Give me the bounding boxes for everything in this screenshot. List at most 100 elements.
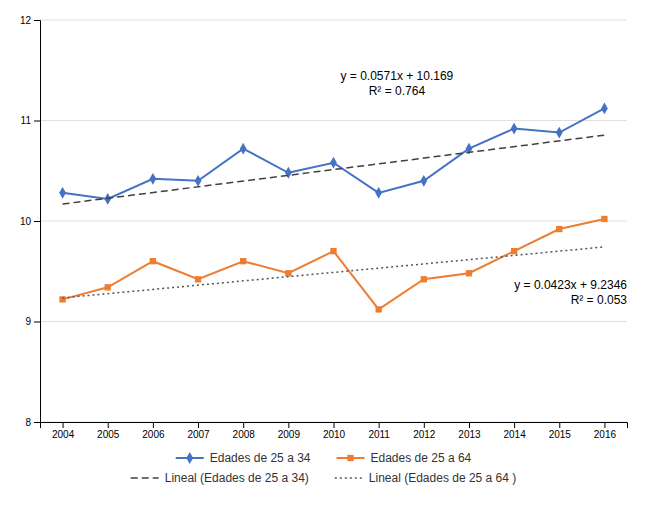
tick-label: 2013 xyxy=(458,429,481,440)
tick: 2008 xyxy=(233,422,256,440)
marker xyxy=(285,167,292,179)
legend-marker xyxy=(347,455,353,461)
marker xyxy=(330,157,337,169)
tick: 9 xyxy=(25,316,40,327)
tick-label: 2015 xyxy=(549,429,572,440)
tick: 12 xyxy=(20,15,40,26)
tick-label: 2006 xyxy=(142,429,165,440)
tick-mark xyxy=(559,422,560,428)
tick: 11 xyxy=(21,115,40,126)
tick-mark xyxy=(34,422,40,423)
legend-marker xyxy=(186,452,193,464)
tick: 2016 xyxy=(594,422,617,440)
chart: 2004200520062007200820092010201120122013… xyxy=(0,0,647,507)
legend-item: Lineal (Edades de 25 a 34) xyxy=(131,471,309,485)
marker xyxy=(149,173,156,185)
marker xyxy=(285,270,291,276)
tick-label: 2014 xyxy=(503,429,526,440)
marker xyxy=(330,248,336,254)
grid-line xyxy=(40,20,627,21)
tick-label: 2008 xyxy=(233,429,256,440)
tick-mark xyxy=(379,422,380,428)
legend-label: Lineal (Edades de 25 a 64 ) xyxy=(369,471,516,485)
tick: 2006 xyxy=(142,422,165,440)
tick: 2014 xyxy=(503,422,526,440)
marker xyxy=(601,216,607,222)
marker xyxy=(420,175,427,187)
tick-mark xyxy=(34,20,40,21)
legend-swatch xyxy=(335,477,363,479)
tick-mark xyxy=(108,422,109,428)
tick-mark xyxy=(469,422,470,428)
marker xyxy=(150,258,156,264)
tick-mark xyxy=(198,422,199,428)
annotation-text: R² = 0.764 xyxy=(369,84,426,98)
legend-label: Lineal (Edades de 25 a 34) xyxy=(165,471,309,485)
series-line xyxy=(63,108,605,198)
tick-mark xyxy=(424,422,425,428)
tick-mark xyxy=(34,221,40,222)
tick: 2015 xyxy=(549,422,572,440)
legend-label: Edades de 25 a 34 xyxy=(210,451,311,465)
marker xyxy=(59,187,66,199)
tick-label: 2004 xyxy=(52,429,75,440)
legend-row: Lineal (Edades de 25 a 34) Lineal (Edades… xyxy=(131,471,517,485)
marker xyxy=(511,123,518,135)
marker xyxy=(195,276,201,282)
tick: 2009 xyxy=(278,422,301,440)
legend-label: Edades de 25 a 64 xyxy=(371,451,472,465)
trend-line xyxy=(63,135,605,204)
grid xyxy=(40,20,627,422)
tick-mark xyxy=(153,422,154,428)
series xyxy=(59,103,608,205)
annotation-text: R² = 0.053 xyxy=(571,293,628,307)
tick: 2010 xyxy=(323,422,346,440)
marker xyxy=(105,284,111,290)
series xyxy=(63,135,605,204)
tick: 2007 xyxy=(187,422,210,440)
legend-item: Edades de 25 a 64 xyxy=(337,451,472,465)
axis-line xyxy=(34,21,41,423)
tick-label: 12 xyxy=(20,15,32,26)
tick: 2004 xyxy=(52,422,75,440)
tick-label: 9 xyxy=(25,316,31,327)
tick-label: 2005 xyxy=(97,429,120,440)
marker xyxy=(421,276,427,282)
tick: 2011 xyxy=(368,422,390,440)
tick-mark xyxy=(288,422,289,428)
legend-swatch xyxy=(131,477,159,479)
series-line xyxy=(63,219,605,309)
tick-label: 10 xyxy=(20,216,32,227)
axis-line xyxy=(41,423,628,429)
tick-mark xyxy=(34,121,40,122)
annotation: y = 0.0423x + 9.2346R² = 0.053 xyxy=(514,278,627,307)
tick-mark xyxy=(63,422,64,428)
tick-mark xyxy=(604,422,605,428)
legend-row: Edades de 25 a 34 Edades de 25 a 64 xyxy=(176,451,472,465)
grid-line xyxy=(40,120,627,121)
tick-mark xyxy=(514,422,515,428)
annotation-text: y = 0.0423x + 9.2346 xyxy=(514,278,627,292)
tick-label: 11 xyxy=(21,115,32,126)
marker xyxy=(511,248,517,254)
marker xyxy=(466,270,472,276)
marker xyxy=(240,258,246,264)
marker xyxy=(240,143,247,155)
marker xyxy=(601,103,608,115)
legend-item: Edades de 25 a 34 xyxy=(176,451,311,465)
tick-label: 2011 xyxy=(368,429,390,440)
series xyxy=(59,216,607,313)
tick-mark xyxy=(334,422,335,428)
annotation-text: y = 0.0571x + 10.169 xyxy=(341,69,454,83)
legend-item: Lineal (Edades de 25 a 64 ) xyxy=(335,471,516,485)
tick-label: 2009 xyxy=(278,429,301,440)
legend: Edades de 25 a 34 Edades de 25 a 64 Lineal… xyxy=(131,451,517,485)
marker xyxy=(556,226,562,232)
y-axis: 8 9 10 11 12 xyxy=(20,15,41,428)
tick: 2013 xyxy=(458,422,481,440)
tick: 2005 xyxy=(97,422,120,440)
tick-mark xyxy=(243,422,244,428)
tick: 10 xyxy=(20,216,40,227)
tick: 8 xyxy=(25,417,40,428)
marker xyxy=(195,175,202,187)
